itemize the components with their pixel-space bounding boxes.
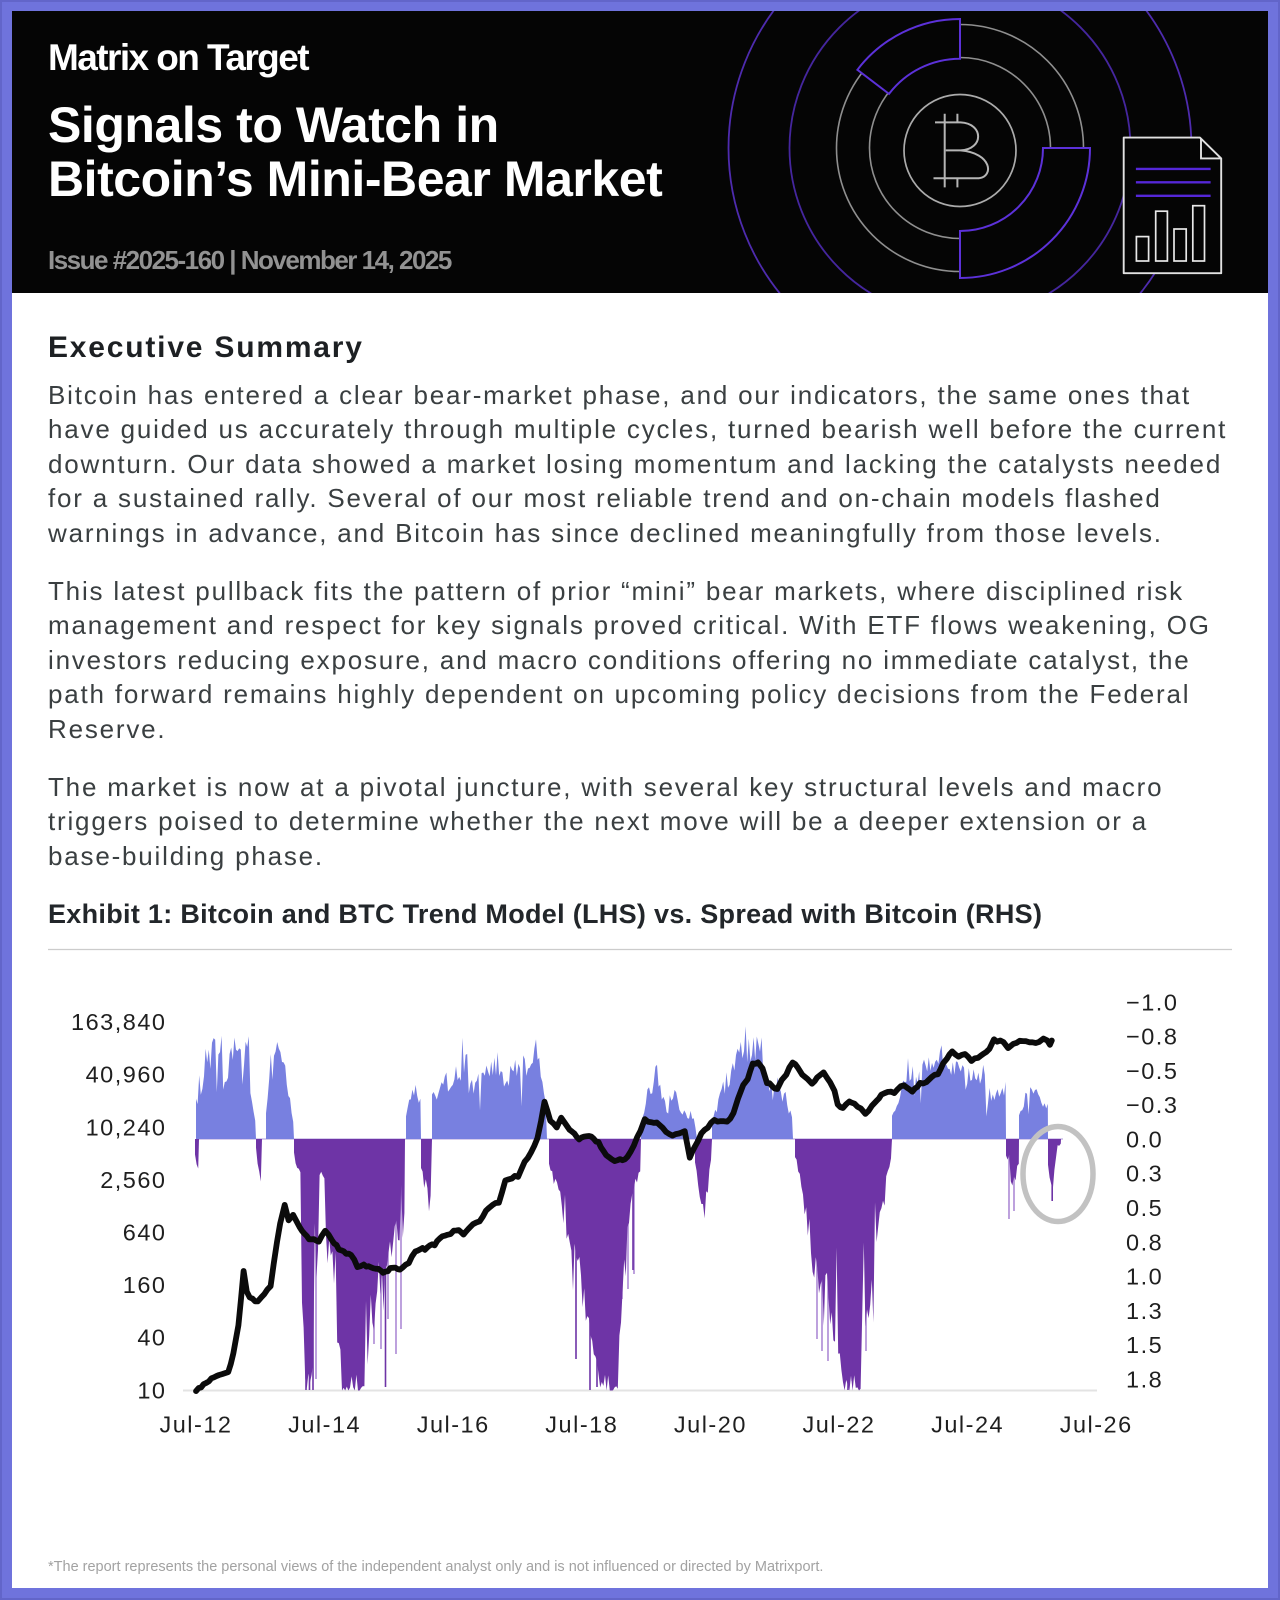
svg-text:0.8: 0.8 — [1126, 1229, 1163, 1255]
svg-text:Jul-22: Jul-22 — [802, 1411, 875, 1437]
svg-text:Jul-18: Jul-18 — [545, 1411, 618, 1437]
svg-text:10: 10 — [137, 1377, 166, 1403]
svg-text:40,960: 40,960 — [86, 1062, 167, 1088]
svg-text:−0.8: −0.8 — [1126, 1024, 1178, 1050]
svg-text:Jul-26: Jul-26 — [1060, 1411, 1133, 1437]
svg-text:0.3: 0.3 — [1126, 1161, 1163, 1187]
svg-text:1.8: 1.8 — [1126, 1366, 1163, 1392]
svg-text:Jul-16: Jul-16 — [417, 1411, 490, 1437]
svg-text:1.3: 1.3 — [1126, 1298, 1163, 1324]
svg-text:640: 640 — [123, 1220, 167, 1246]
svg-text:160: 160 — [123, 1272, 167, 1298]
svg-text:163,840: 163,840 — [71, 1009, 166, 1035]
svg-text:10,240: 10,240 — [86, 1114, 167, 1140]
svg-text:−0.5: −0.5 — [1126, 1058, 1178, 1084]
svg-text:0.5: 0.5 — [1126, 1195, 1163, 1221]
svg-text:Jul-24: Jul-24 — [931, 1411, 1004, 1437]
svg-text:Jul-14: Jul-14 — [288, 1411, 361, 1437]
svg-text:2,560: 2,560 — [100, 1167, 166, 1193]
svg-text:−0.3: −0.3 — [1126, 1092, 1178, 1118]
svg-text:0.0: 0.0 — [1126, 1126, 1163, 1152]
svg-text:1.5: 1.5 — [1126, 1332, 1163, 1358]
svg-text:40: 40 — [137, 1325, 166, 1351]
svg-text:1.0: 1.0 — [1126, 1264, 1163, 1290]
svg-text:Jul-20: Jul-20 — [674, 1411, 747, 1437]
svg-text:Jul-12: Jul-12 — [159, 1411, 232, 1437]
svg-text:−1.0: −1.0 — [1126, 989, 1178, 1015]
